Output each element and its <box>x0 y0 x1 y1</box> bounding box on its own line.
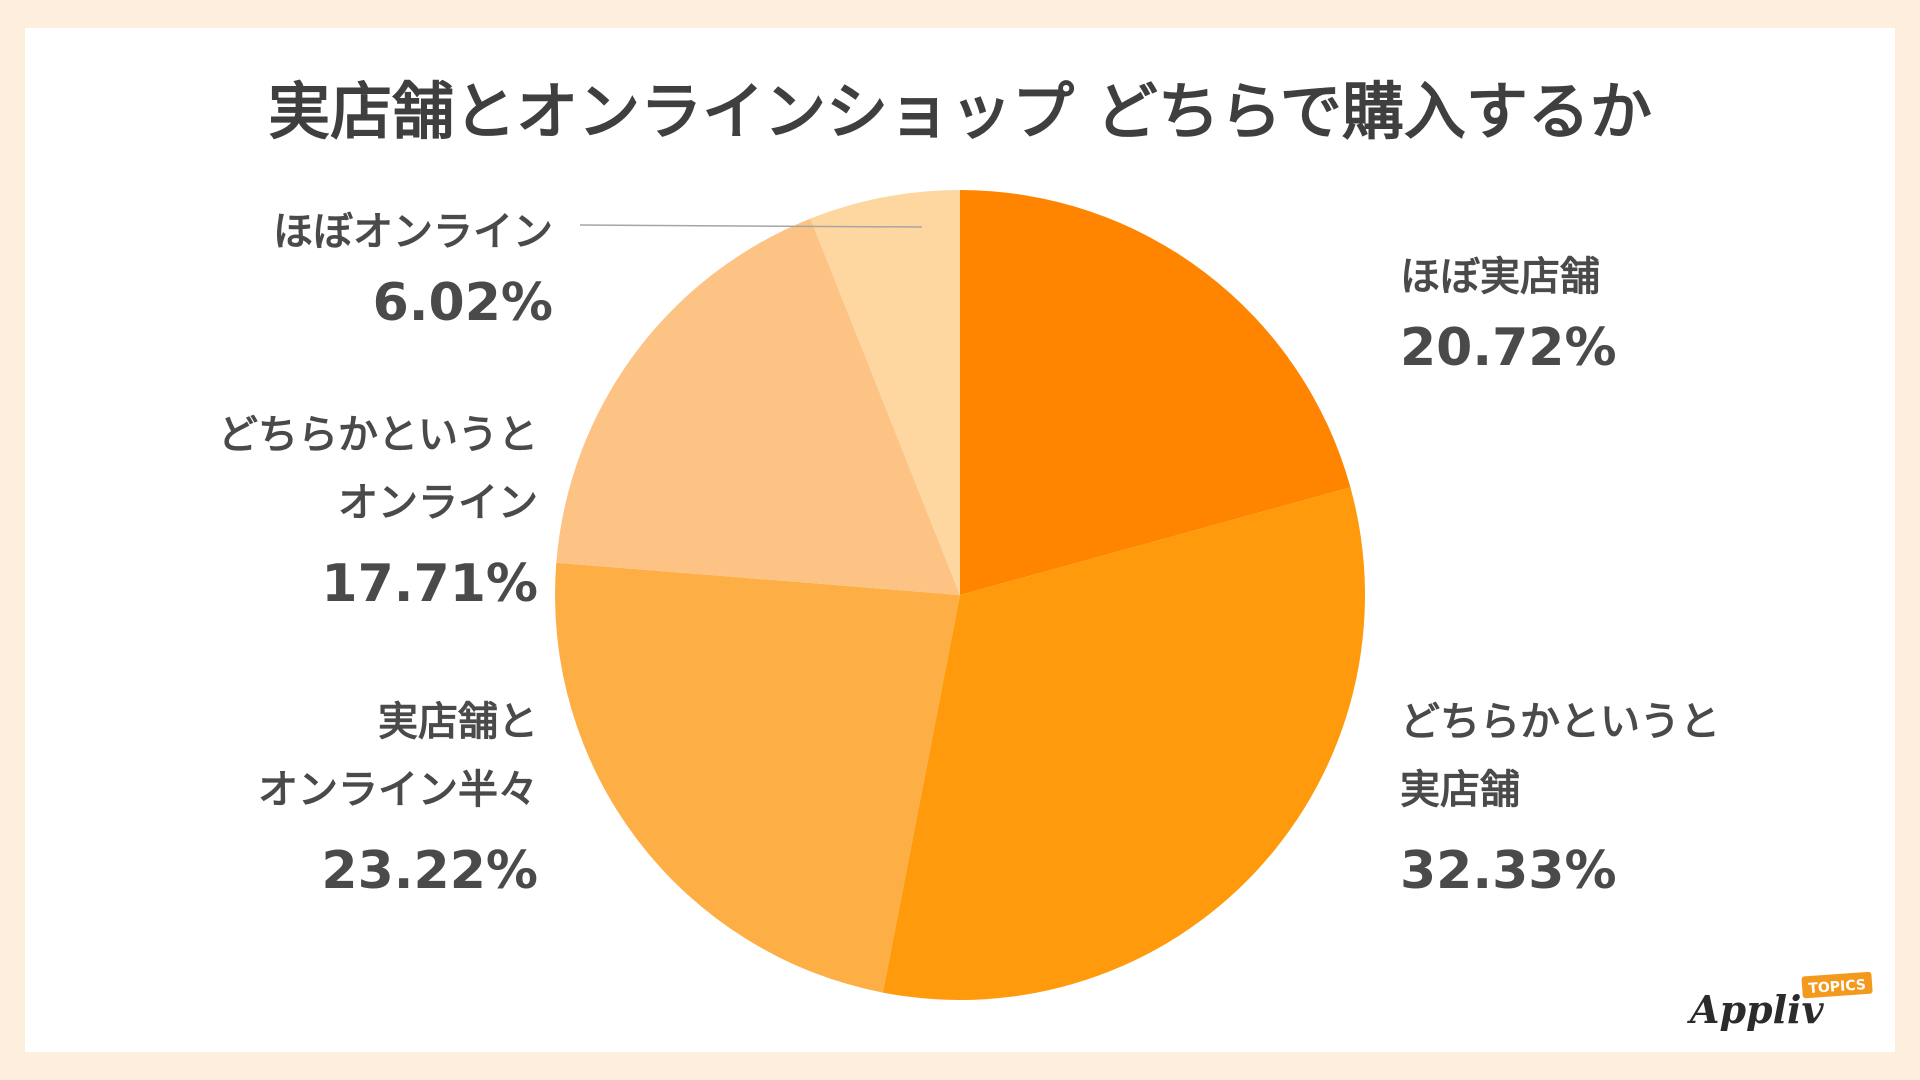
slice-label: どちらかというと <box>218 412 538 458</box>
slice-value-label: 32.33% <box>1400 841 1617 901</box>
pie-slice <box>960 190 1351 595</box>
pie-slice <box>882 487 1365 1000</box>
slice-label: ほぼ実店舗 <box>1400 254 1600 300</box>
slice-value-label: 6.02% <box>373 273 553 333</box>
applv-logo: Appliv TOPICS <box>1687 971 1873 1032</box>
pie-slices <box>555 190 1365 1000</box>
slice-value-label: 17.71% <box>321 554 538 614</box>
topics-badge <box>1801 971 1873 999</box>
slice-label: どちらかというと <box>1400 699 1720 745</box>
slice-label: 実店舗 <box>1400 767 1520 813</box>
slice-value-label: 23.22% <box>321 841 538 901</box>
topics-badge-text: TOPICS <box>1808 977 1867 997</box>
slice-label: ほぼオンライン <box>273 209 553 255</box>
slice-label: オンライン半々 <box>258 767 538 813</box>
slice-label: 実店舗と <box>378 699 538 745</box>
pie-slice <box>555 562 960 993</box>
chart-title: 実店舗とオンラインショップ どちらで購入するか <box>268 75 1652 148</box>
slice-label: オンライン <box>338 480 538 526</box>
pie-slice <box>810 190 960 595</box>
slice-value-label: 20.72% <box>1400 318 1617 378</box>
leader-line <box>579 224 923 228</box>
logo-text: Appliv <box>1687 987 1824 1032</box>
pie-slice <box>556 218 960 595</box>
pie-labels: ほぼ実店舗20.72%どちらかというと実店舗32.33%実店舗とオンライン半々2… <box>218 209 1720 901</box>
